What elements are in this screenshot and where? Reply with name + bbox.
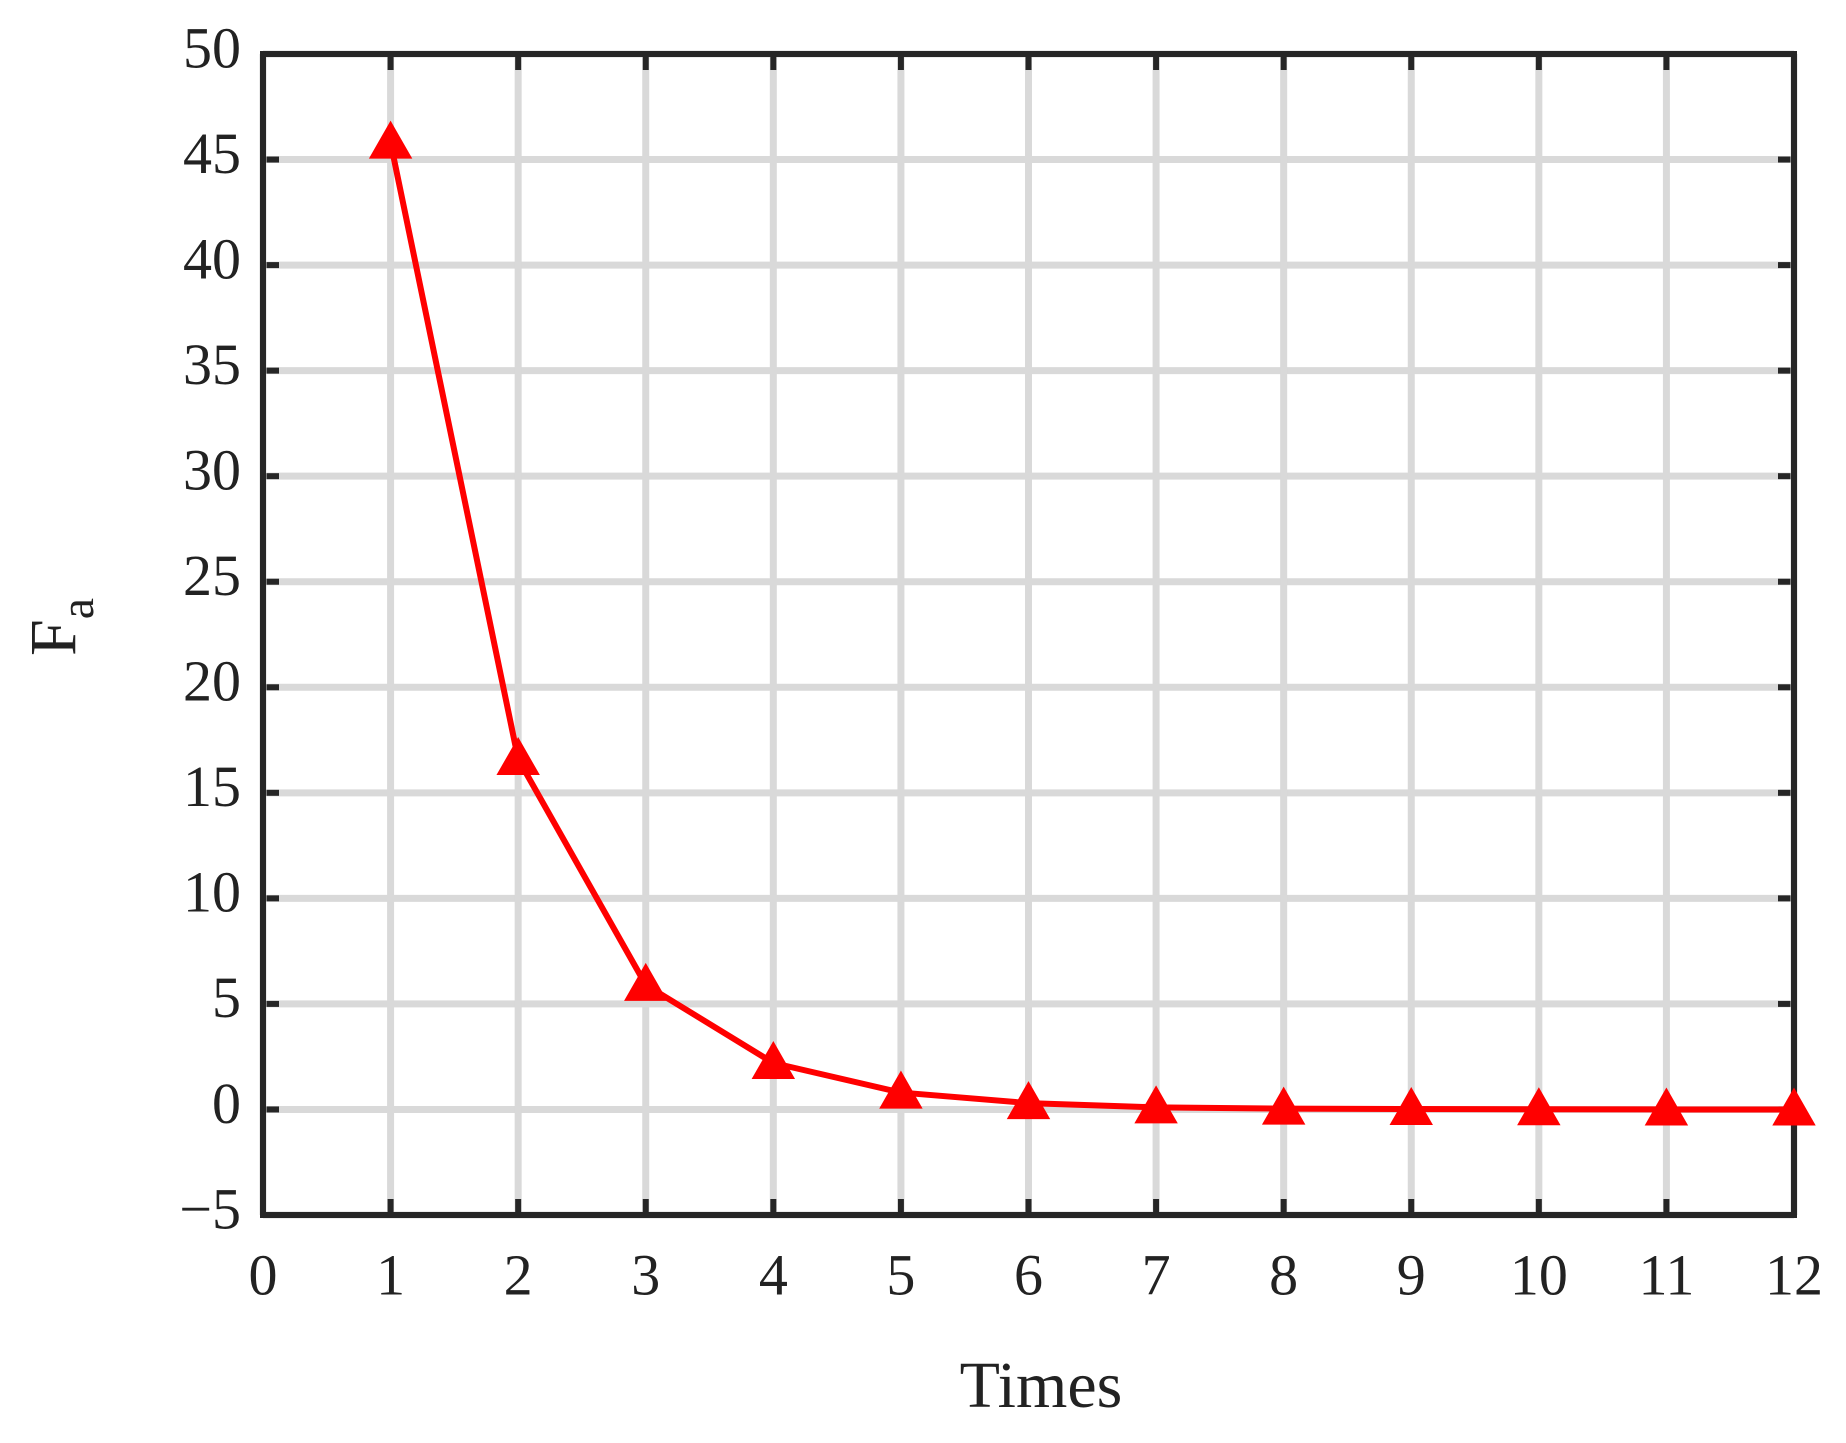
y-tick-label: 0: [212, 1071, 241, 1136]
x-tick-label: 12: [1765, 1242, 1823, 1307]
data-marker: [751, 1040, 796, 1080]
x-tick-label: 0: [249, 1242, 278, 1307]
y-tick-label: 20: [183, 649, 241, 714]
x-tick-label: 1: [376, 1242, 405, 1307]
y-tick-label: 40: [183, 226, 241, 291]
y-tick-label: 25: [183, 543, 241, 608]
x-tick-label: 2: [504, 1242, 533, 1307]
x-tick-label: 3: [631, 1242, 660, 1307]
x-tick-label: 6: [1014, 1242, 1043, 1307]
y-tick-label: 5: [212, 965, 241, 1030]
y-tick-label: −5: [179, 1176, 241, 1241]
x-tick-label: 5: [886, 1242, 915, 1307]
data-line: [387, 142, 1794, 1113]
data-marker: [1644, 1087, 1689, 1126]
y-axis-label: Fa: [17, 598, 104, 656]
data-marker: [1134, 1085, 1178, 1124]
y-axis-label-main: F: [17, 619, 90, 656]
data-marker: [1389, 1087, 1433, 1126]
plot-frame: [260, 51, 1797, 1218]
x-tick-label: 10: [1510, 1242, 1568, 1307]
x-tick-label: 4: [759, 1242, 788, 1307]
data-marker: [1006, 1081, 1051, 1120]
x-tick-label: 9: [1397, 1242, 1426, 1307]
data-marker: [1261, 1086, 1306, 1125]
y-tick-label: 15: [183, 754, 241, 819]
data-marker: [879, 1070, 923, 1109]
y-tick-label: 30: [183, 437, 241, 502]
data-marker: [1772, 1087, 1816, 1126]
y-tick-label: 45: [183, 121, 241, 186]
x-tick-label: 11: [1638, 1242, 1694, 1307]
x-axis-label: Times: [960, 1349, 1123, 1422]
data-marker: [624, 962, 668, 1001]
y-tick-label: 35: [183, 332, 241, 397]
y-axis-label-subscript: a: [51, 598, 104, 619]
x-tick-label: 7: [1142, 1242, 1171, 1307]
x-tick-label: 8: [1269, 1242, 1298, 1307]
y-tick-label: 10: [183, 860, 241, 925]
y-tick-label: 50: [183, 15, 241, 80]
data-marker: [1517, 1087, 1561, 1126]
y-axis-label-group: Fa: [17, 598, 104, 656]
data-marker: [368, 120, 413, 159]
data-marker: [496, 737, 540, 776]
